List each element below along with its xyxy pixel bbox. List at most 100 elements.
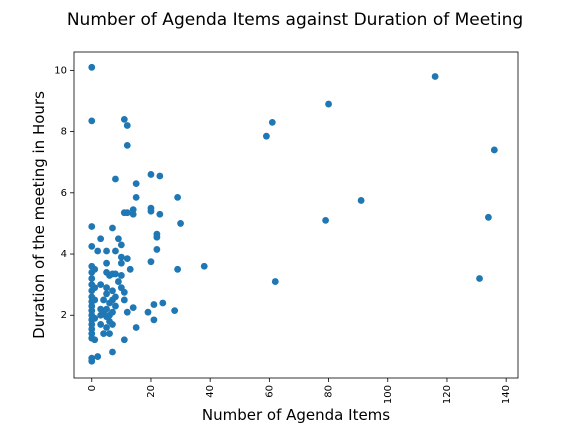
data-point (153, 234, 160, 241)
data-point (124, 122, 131, 129)
data-point (100, 330, 107, 337)
x-tick-label: 120 (442, 385, 453, 404)
x-tick-label: 100 (383, 385, 394, 404)
data-point (145, 309, 152, 316)
data-point (121, 116, 128, 123)
data-point (322, 217, 329, 224)
data-point (112, 271, 119, 278)
data-point (121, 289, 128, 296)
data-point (115, 235, 122, 242)
data-point (112, 176, 119, 183)
data-point (177, 220, 184, 227)
data-point (91, 297, 98, 304)
data-point (151, 316, 158, 323)
data-point (153, 246, 160, 253)
plot-area-frame (74, 52, 518, 378)
data-point (171, 307, 178, 314)
data-point (118, 272, 125, 279)
data-point (358, 197, 365, 204)
data-point (133, 180, 140, 187)
data-point (151, 301, 158, 308)
data-point (112, 248, 119, 255)
data-point (174, 266, 181, 273)
data-point (476, 275, 483, 282)
data-point (148, 258, 155, 265)
data-point (109, 321, 116, 328)
data-point (112, 293, 119, 300)
data-point (91, 336, 98, 343)
data-point (88, 275, 95, 282)
y-tick-label: 2 (61, 310, 67, 321)
y-axis-ticks: 2 4 6 8 10 (54, 65, 74, 321)
data-point (97, 321, 104, 328)
data-point (97, 235, 104, 242)
data-point (121, 336, 128, 343)
data-point (130, 304, 137, 311)
data-point (127, 266, 134, 273)
data-point (91, 284, 98, 291)
x-tick-label: 0 (87, 385, 98, 391)
y-tick-label: 6 (61, 188, 67, 199)
data-point (100, 297, 107, 304)
data-point (103, 248, 110, 255)
data-point (159, 300, 166, 307)
data-points (88, 64, 497, 365)
data-point (432, 73, 439, 80)
data-point (174, 194, 181, 201)
data-point (130, 211, 137, 218)
data-point (124, 142, 131, 149)
data-point (103, 260, 110, 267)
data-point (103, 290, 110, 297)
data-point (91, 315, 98, 322)
data-point (94, 248, 101, 255)
x-tick-label: 60 (264, 385, 275, 398)
data-point (94, 353, 101, 360)
y-tick-label: 10 (54, 65, 67, 76)
data-point (106, 330, 113, 337)
data-point (263, 133, 270, 140)
y-tick-label: 8 (61, 127, 67, 138)
data-point (148, 171, 155, 178)
data-point (115, 278, 122, 285)
data-point (91, 266, 98, 273)
chart-title: Number of Agenda Items against Duration … (67, 10, 523, 30)
x-tick-label: 20 (146, 385, 157, 398)
data-point (124, 209, 131, 216)
data-point (97, 281, 104, 288)
data-point (103, 284, 110, 291)
data-point (118, 260, 125, 267)
data-point (118, 241, 125, 248)
data-point (148, 208, 155, 215)
data-point (103, 324, 110, 331)
data-point (124, 255, 131, 262)
data-point (109, 309, 116, 316)
x-axis-label: Number of Agenda Items (202, 406, 390, 424)
data-point (156, 211, 163, 218)
y-axis-label: Duration of the meeting in Hours (30, 91, 48, 339)
data-point (133, 324, 140, 331)
data-point (325, 101, 332, 108)
data-point (272, 278, 279, 285)
data-point (109, 225, 116, 232)
data-point (491, 147, 498, 154)
x-axis-ticks: 0 20 40 60 80 100 120 140 (87, 378, 512, 404)
data-point (109, 287, 116, 294)
data-point (121, 297, 128, 304)
y-tick-label: 4 (61, 249, 67, 260)
data-point (103, 306, 110, 313)
data-point (88, 223, 95, 230)
data-point (88, 117, 95, 124)
x-tick-label: 40 (205, 385, 216, 398)
data-point (88, 358, 95, 365)
x-tick-label: 80 (324, 385, 335, 398)
data-point (485, 214, 492, 221)
x-tick-label: 140 (501, 385, 512, 404)
data-point (112, 303, 119, 310)
data-point (201, 263, 208, 270)
data-point (109, 349, 116, 356)
data-point (88, 243, 95, 250)
data-point (118, 254, 125, 261)
data-point (88, 64, 95, 71)
data-point (156, 173, 163, 180)
